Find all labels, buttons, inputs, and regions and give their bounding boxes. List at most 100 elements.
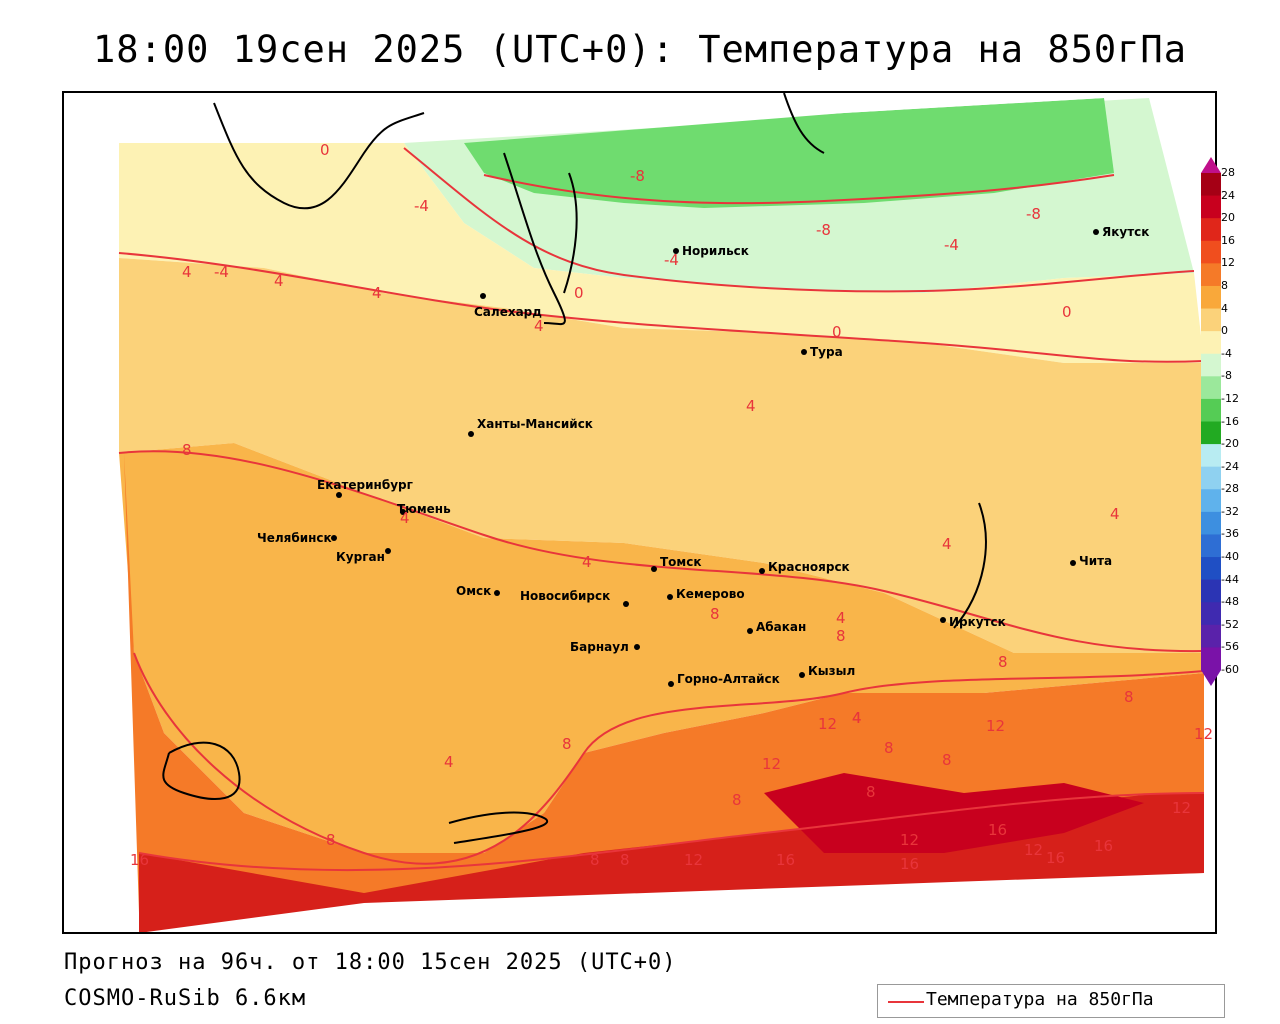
city-label: Норильск bbox=[682, 244, 749, 258]
colorbar-band bbox=[1201, 534, 1221, 558]
isoline-label: -8 bbox=[1026, 205, 1041, 223]
colorbar-tick-label: -52 bbox=[1221, 617, 1239, 631]
city-krasnoyarsk[interactable]: Красноярск bbox=[759, 560, 850, 574]
domain-mask-left bbox=[64, 93, 119, 932]
isoline-label: 12 bbox=[818, 715, 837, 733]
city-chelyabinsk[interactable]: Челябинск bbox=[257, 531, 337, 545]
isoline-label: -8 bbox=[630, 167, 645, 185]
city-label: Ханты-Мансийск bbox=[477, 417, 593, 431]
colorbar-tick-label: -44 bbox=[1221, 572, 1239, 586]
map-canvas: Якутск Норильск Салехард Тура Ханты-Манс… bbox=[64, 93, 1215, 932]
colorbar-band bbox=[1201, 489, 1221, 513]
band-cold-green bbox=[464, 98, 1114, 208]
city-gorno-altaysk[interactable]: Горно-Алтайск bbox=[668, 672, 780, 687]
isoline-label: 16 bbox=[900, 855, 919, 873]
city-tomsk[interactable]: Томск bbox=[651, 555, 702, 572]
city-salekhard[interactable]: Салехард bbox=[474, 293, 542, 319]
isoline-label: 8 bbox=[620, 851, 630, 869]
city-label: Кызыл bbox=[808, 664, 855, 678]
isoline-label: 8 bbox=[942, 751, 952, 769]
city-tyumen[interactable]: Тюмень bbox=[397, 502, 451, 516]
colorbar-band bbox=[1201, 624, 1221, 648]
isoline-label: 4 bbox=[836, 609, 846, 627]
isoline-label: 8 bbox=[562, 735, 572, 753]
isoline-label: 16 bbox=[130, 851, 149, 869]
colorbar-tick-label: -20 bbox=[1221, 437, 1239, 451]
colorbar-band bbox=[1201, 308, 1221, 332]
city-yakutsk[interactable]: Якутск bbox=[1093, 225, 1149, 239]
band-cool-yellow-light bbox=[119, 143, 1204, 363]
city-novosibirsk[interactable]: Новосибирск bbox=[520, 589, 629, 607]
city-norilsk[interactable]: Норильск bbox=[673, 244, 749, 258]
isoline-label: 8 bbox=[182, 441, 192, 459]
isoline-label: 12 bbox=[900, 831, 919, 849]
colorbar-tick-label: 28 bbox=[1221, 166, 1235, 179]
colorbar-band bbox=[1201, 444, 1221, 468]
city-label: Якутск bbox=[1102, 225, 1149, 239]
model-caption: COSMO-RuSib 6.6км bbox=[64, 986, 307, 1011]
isoline-label: 4 bbox=[942, 535, 952, 553]
colorbar-band bbox=[1201, 511, 1221, 535]
isoline-label: 0 bbox=[832, 323, 842, 341]
colorbar-band bbox=[1201, 240, 1221, 264]
isoline-label: 8 bbox=[710, 605, 720, 623]
colorbar-band bbox=[1201, 218, 1221, 242]
colorbar-tick-label: -24 bbox=[1221, 459, 1239, 473]
isoline-label: 12 bbox=[762, 755, 781, 773]
colorbar-tick-label: 8 bbox=[1221, 278, 1228, 292]
city-barnaul[interactable]: Барнаул bbox=[570, 640, 640, 654]
isoline-label: -4 bbox=[944, 236, 959, 254]
city-kyzyl[interactable]: Кызыл bbox=[799, 664, 855, 678]
city-omsk[interactable]: Омск bbox=[456, 584, 500, 598]
colorbar-band bbox=[1201, 647, 1221, 671]
isoline-label: 8 bbox=[884, 739, 894, 757]
page-title: 18:00 19сен 2025 (UTC+0): Температура на… bbox=[93, 28, 1187, 71]
colorbar-tick-label: -28 bbox=[1221, 482, 1239, 496]
colorbar-tick-label: -48 bbox=[1221, 595, 1239, 609]
band-red-east bbox=[764, 773, 1144, 853]
city-tura[interactable]: Тура bbox=[801, 345, 843, 359]
colorbar-scale bbox=[1201, 157, 1221, 686]
temperature-colorbar: 28 24 20 16 12 8 4 0 -4 -8 -12 -16 -20 -24 -28 -32 -36 -4… bbox=[1201, 157, 1279, 690]
city-yekaterinburg[interactable]: Екатеринбург bbox=[317, 478, 413, 498]
city-label: Барнаул bbox=[570, 640, 629, 654]
colorbar-tick-label: -40 bbox=[1221, 550, 1239, 564]
city-kemerovo[interactable]: Кемерово bbox=[667, 587, 745, 601]
coastlines bbox=[162, 93, 987, 844]
isoline-label: 4 bbox=[534, 317, 544, 335]
city-irkutsk[interactable]: Иркутск bbox=[940, 615, 1006, 629]
city-khanty-mansiysk[interactable]: Ханты-Мансийск bbox=[468, 417, 593, 437]
isoline-label: 8 bbox=[732, 791, 742, 809]
temperature-map[interactable]: Якутск Норильск Салехард Тура Ханты-Манс… bbox=[62, 91, 1217, 934]
isoline-label: 4 bbox=[400, 509, 410, 527]
city-label: Новосибирск bbox=[520, 589, 610, 603]
city-label: Иркутск bbox=[949, 615, 1006, 629]
isoline-label: 0 bbox=[1062, 303, 1072, 321]
city-chita[interactable]: Чита bbox=[1070, 554, 1112, 568]
city-kurgan[interactable]: Курган bbox=[336, 548, 391, 564]
isoline-label: 12 bbox=[1172, 799, 1191, 817]
city-label: Чита bbox=[1079, 554, 1112, 568]
city-label: Тура bbox=[810, 345, 843, 359]
isoline-label: -4 bbox=[414, 197, 429, 215]
city-label: Тюмень bbox=[397, 502, 451, 516]
isoline-label: 8 bbox=[998, 653, 1008, 671]
isoline-label: 12 bbox=[1024, 841, 1043, 859]
forecast-caption: Прогноз на 96ч. от 18:00 15сен 2025 (UTC… bbox=[64, 950, 677, 975]
city-label: Курган bbox=[336, 550, 385, 564]
colorbar-tick-label: -32 bbox=[1221, 504, 1239, 518]
city-markers: Якутск Норильск Салехард Тура Ханты-Манс… bbox=[257, 225, 1149, 687]
city-label: Омск bbox=[456, 584, 491, 598]
colorbar-band bbox=[1201, 263, 1221, 287]
isoline-label: 4 bbox=[1110, 505, 1120, 523]
colorbar-band bbox=[1201, 353, 1221, 377]
isoline-label: 16 bbox=[1046, 849, 1065, 867]
colorbar-band bbox=[1201, 602, 1221, 626]
domain-mask-bottom-left bbox=[64, 913, 136, 932]
colorbar-tick-label: -56 bbox=[1221, 640, 1239, 654]
city-abakan[interactable]: Абакан bbox=[747, 620, 806, 634]
colorbar-tick-label: -4 bbox=[1221, 346, 1232, 360]
colorbar-bands bbox=[1201, 173, 1221, 671]
colorbar-tick-label: -60 bbox=[1221, 663, 1239, 676]
city-label: Челябинск bbox=[257, 531, 332, 545]
